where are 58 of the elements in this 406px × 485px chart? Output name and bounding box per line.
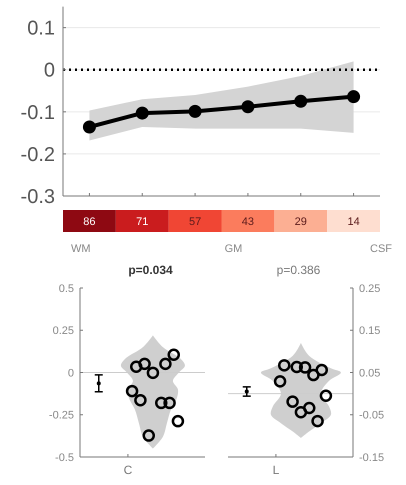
point	[274, 375, 286, 388]
point	[303, 402, 316, 414]
point	[134, 394, 147, 406]
point	[136, 106, 149, 120]
y-tick-label: -0.25	[48, 410, 74, 422]
data-label: 71	[136, 216, 148, 228]
point	[278, 359, 290, 372]
y2-tick-label: 0.25	[359, 282, 380, 295]
y-tick-label: 0	[44, 60, 55, 82]
x-tick-label: C	[124, 463, 133, 477]
point	[347, 90, 360, 104]
point	[307, 368, 320, 382]
point	[294, 94, 308, 108]
data-label: 29	[294, 216, 307, 228]
point	[188, 104, 202, 118]
text: GM	[224, 243, 242, 255]
y-tick-label: -0.2	[20, 144, 55, 166]
point	[146, 366, 160, 380]
point	[138, 358, 151, 370]
data-label: 43	[242, 216, 254, 228]
y2-tick-label: 0.05	[359, 367, 380, 380]
y-tick-label: 0.25	[52, 325, 74, 338]
point	[126, 384, 138, 398]
text: CSF	[370, 243, 392, 255]
point	[294, 406, 308, 418]
point	[163, 396, 176, 410]
point	[244, 390, 249, 394]
data-label: 86	[83, 216, 96, 228]
chart-title: p=0.386	[276, 263, 321, 277]
y2-tick-label: 0.15	[359, 325, 380, 338]
x-tick-label: L	[272, 463, 280, 477]
point	[82, 120, 96, 134]
y-tick-label: -0.3	[20, 186, 55, 208]
y2-tick-label: -0.15	[359, 452, 384, 464]
point	[172, 414, 184, 428]
data-label: 57	[188, 216, 202, 228]
text: WM	[71, 243, 91, 255]
point	[298, 361, 312, 374]
y-tick-label: 0	[68, 367, 74, 380]
point	[286, 395, 299, 408]
point	[130, 360, 142, 374]
y-tick-label: -0.1	[20, 102, 55, 124]
y-tick-label: 0.5	[58, 282, 74, 295]
y-tick-label: -0.5	[55, 452, 74, 464]
point	[142, 429, 155, 442]
point	[168, 348, 180, 362]
point	[316, 364, 328, 376]
data-label: 14	[347, 216, 360, 228]
point	[96, 381, 101, 386]
y-tick-label: 0.1	[27, 18, 55, 40]
point	[311, 414, 324, 428]
y2-tick-label: -0.05	[359, 410, 384, 422]
point	[155, 396, 168, 410]
chart-title: p=0.034	[128, 263, 174, 277]
point	[290, 360, 303, 374]
point	[320, 389, 332, 402]
point	[159, 358, 172, 370]
point	[241, 100, 254, 114]
